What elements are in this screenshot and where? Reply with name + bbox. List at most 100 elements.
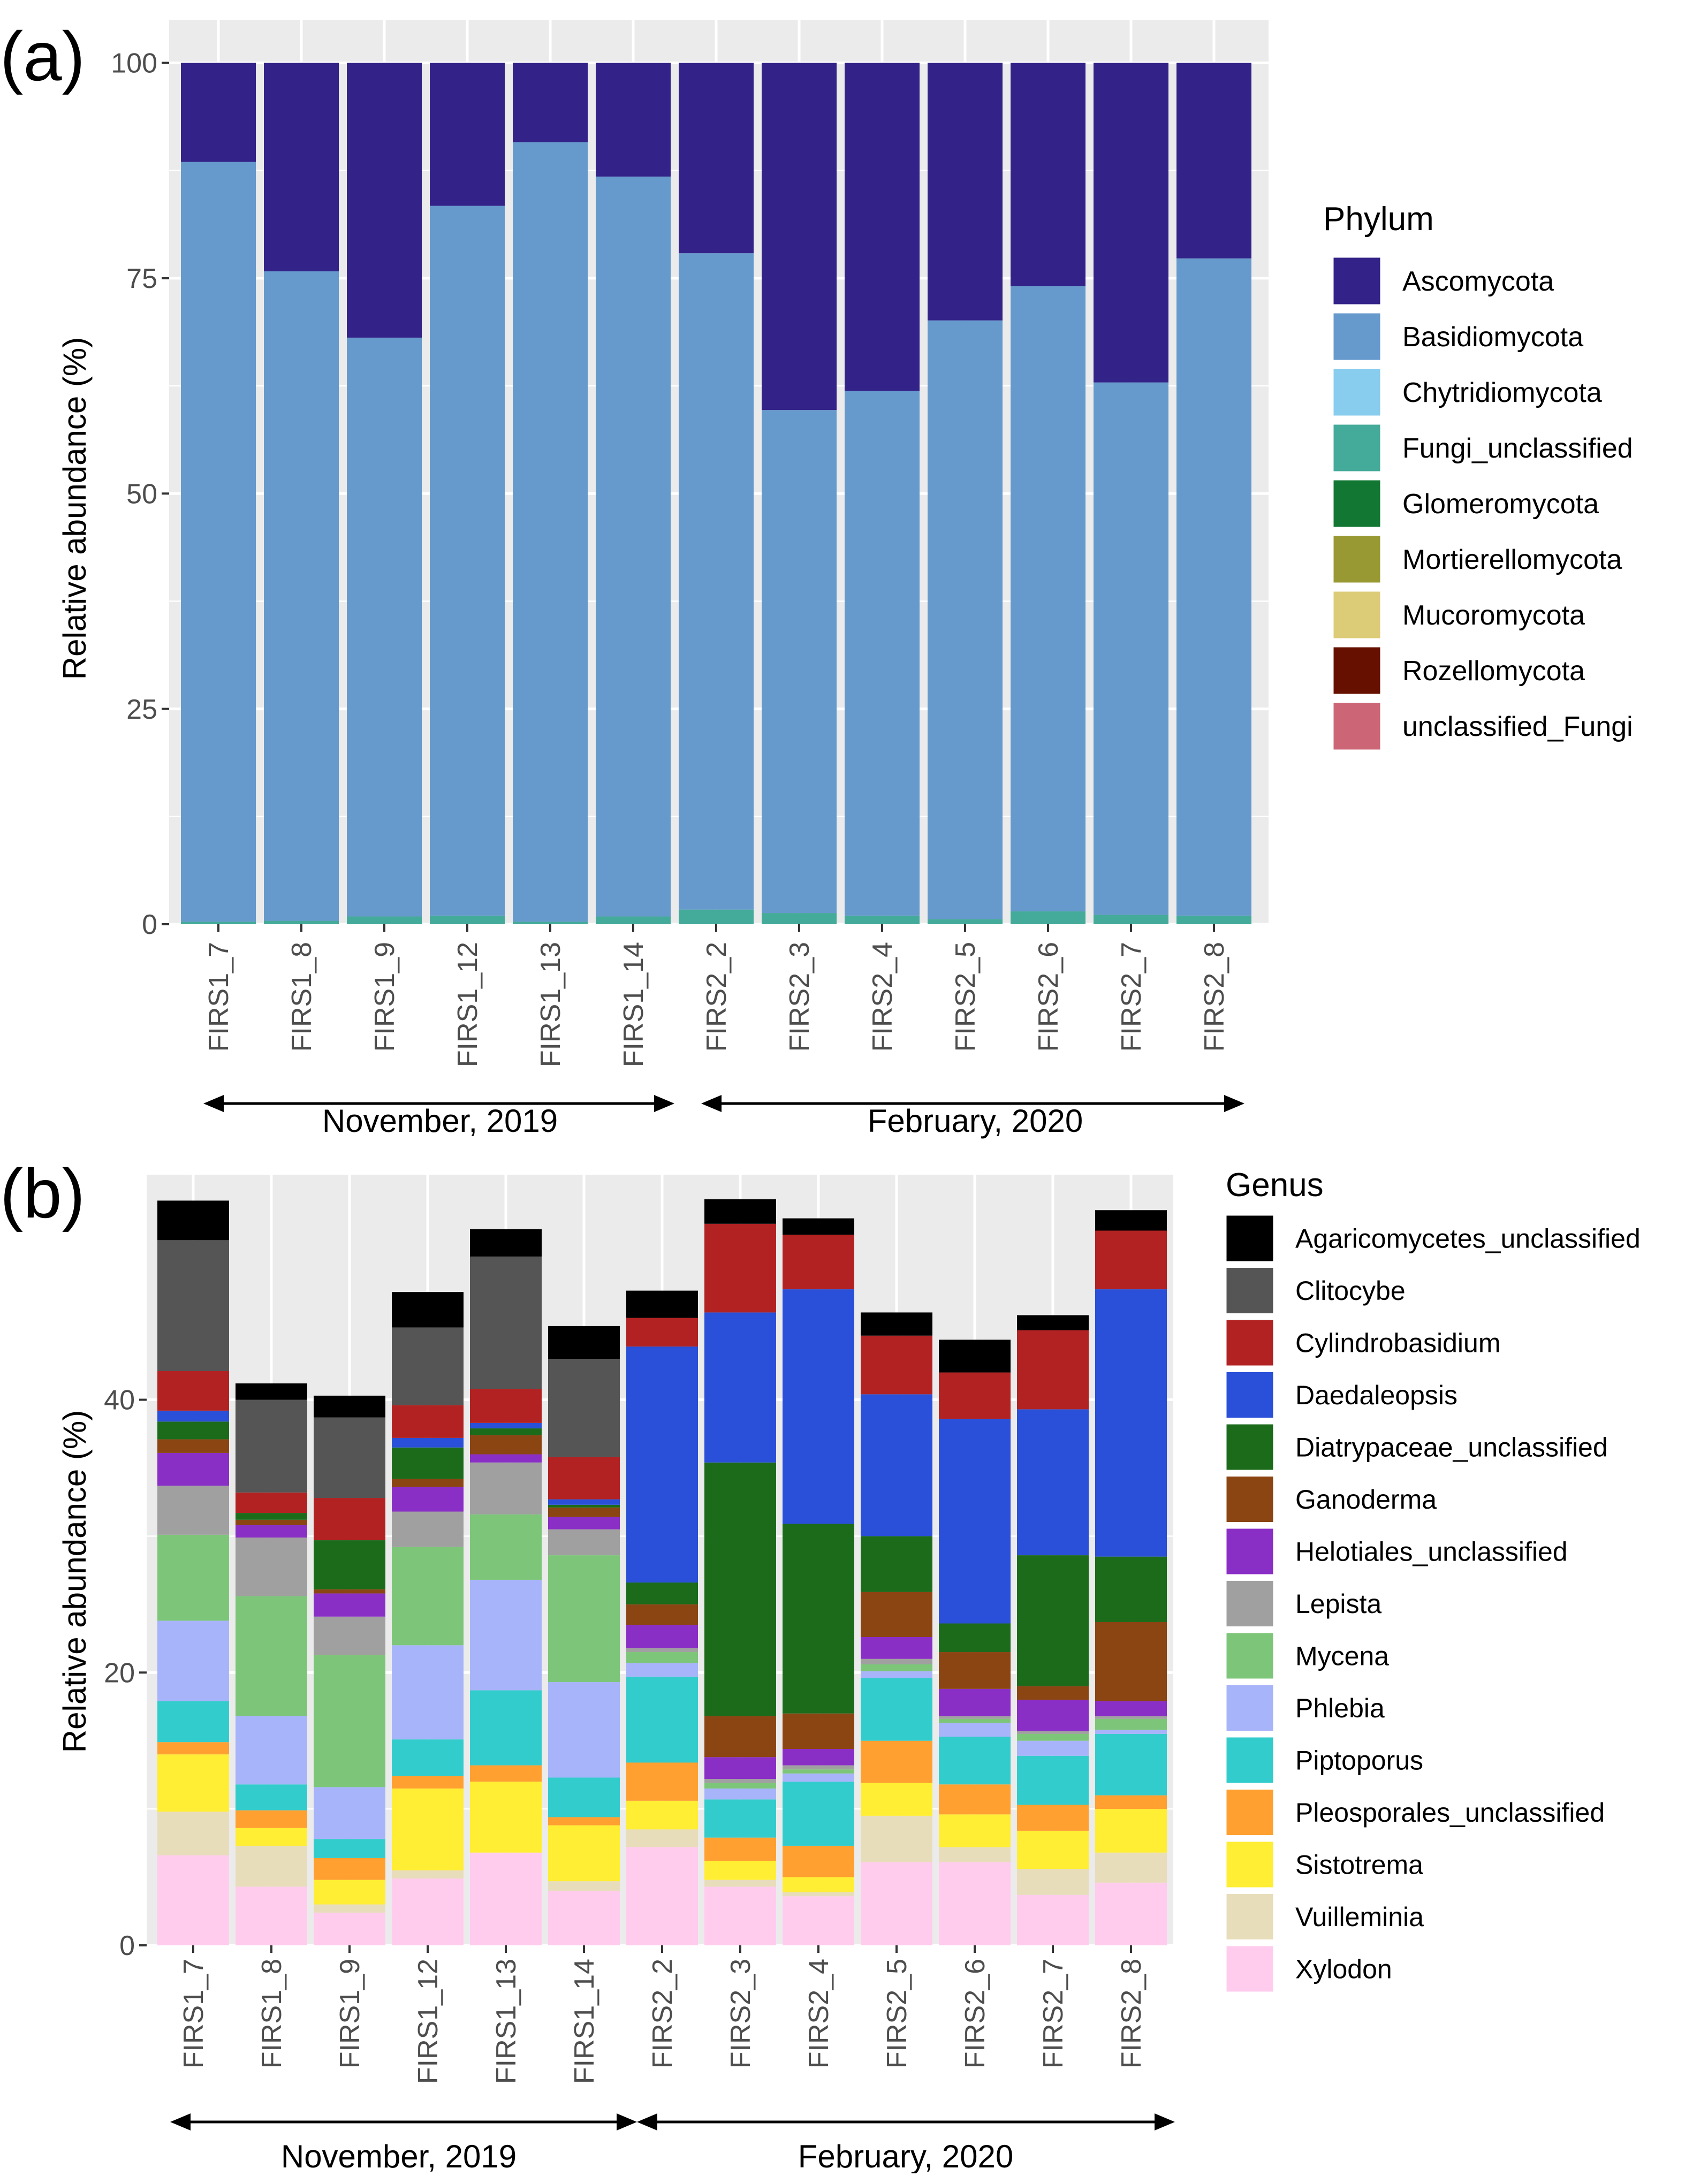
bar-segment-sistotrema bbox=[704, 1860, 776, 1880]
bar-segment-sistotrema bbox=[392, 1788, 464, 1870]
bar-segment-vuilleminia bbox=[626, 1829, 698, 1847]
bar-segment-pleosporales-unclassified bbox=[314, 1858, 385, 1880]
bar-segment-agaricomycetes-unclassified bbox=[314, 1395, 385, 1418]
bar-segment-agaricomycetes-unclassified bbox=[783, 1218, 854, 1235]
x-tick-label-firs1-7: FIRS1_7 bbox=[178, 1959, 209, 2068]
bar-segment-clitocybe bbox=[314, 1417, 385, 1498]
panel-a-legend: Phylum Ascomycota Basidiomycota Chytridiom… bbox=[1323, 201, 1633, 751]
bar-segment-agaricomycetes-unclassified bbox=[1017, 1315, 1089, 1330]
bar-segment-fungi-unclassified bbox=[762, 913, 837, 924]
bar-segment-ascomycota bbox=[928, 63, 1003, 321]
bar-segment-ganoderma bbox=[236, 1519, 307, 1526]
bar-segment-fungi-unclassified bbox=[181, 922, 256, 924]
bar-segment-fungi-unclassified bbox=[1094, 915, 1168, 924]
bar-segment-xylodon bbox=[861, 1862, 932, 1945]
legend-item-basidiomycota: Basidiomycota bbox=[1332, 311, 1583, 362]
bar-segment-lepista bbox=[1017, 1731, 1089, 1734]
bar-segment-agaricomycetes-unclassified bbox=[470, 1229, 542, 1257]
bar-segment-daedaleopsis bbox=[470, 1422, 542, 1429]
bar-segment-basidiomycota bbox=[928, 320, 1003, 919]
legend-swatch bbox=[1225, 1788, 1275, 1837]
period-arrow-nov-2019-b: November, 2019 bbox=[170, 2113, 637, 2174]
legend-label: Vuilleminia bbox=[1295, 1902, 1424, 1932]
bar-segment-pleosporales-unclassified bbox=[704, 1837, 776, 1861]
bar-segment-cylindrobasidium bbox=[1017, 1330, 1089, 1410]
bar-segment-fungi-unclassified bbox=[845, 915, 920, 924]
bar-segment-basidiomycota bbox=[762, 410, 837, 914]
legend-swatch bbox=[1225, 1684, 1275, 1732]
bar-segment-phlebia bbox=[1095, 1730, 1167, 1734]
bar-segment-diatrypaceae-unclassified bbox=[783, 1524, 854, 1714]
bar-segment-diatrypaceae-unclassified bbox=[470, 1428, 542, 1435]
x-tick-label-firs1-8: FIRS1_8 bbox=[256, 1959, 287, 2068]
legend-swatch bbox=[1225, 1944, 1275, 1994]
y-tick-label: 25 bbox=[126, 694, 157, 725]
bar-segment-xylodon bbox=[1017, 1895, 1089, 1945]
bar-segment-xylodon bbox=[157, 1855, 229, 1945]
arrow-right-head bbox=[617, 2113, 637, 2131]
bar-segment-phlebia bbox=[314, 1787, 385, 1839]
bar-segment-pleosporales-unclassified bbox=[939, 1784, 1011, 1815]
bar-stack-firs2-7 bbox=[1017, 1315, 1089, 1945]
bar-segment-clitocybe bbox=[470, 1256, 542, 1389]
x-tick-label-firs1-7: FIRS1_7 bbox=[203, 942, 234, 1052]
bar-segment-cylindrobasidium bbox=[861, 1335, 932, 1395]
legend-item-piptoporus: Piptoporus bbox=[1225, 1736, 1423, 1785]
bar-segment-vuilleminia bbox=[314, 1904, 385, 1913]
x-tick-label-firs1-14: FIRS1_14 bbox=[569, 1959, 600, 2084]
x-tick-label-firs1-8: FIRS1_8 bbox=[286, 942, 317, 1052]
bar-segment-mycena bbox=[939, 1718, 1011, 1723]
legend-swatch bbox=[1332, 478, 1382, 529]
bar-segment-mycena bbox=[783, 1769, 854, 1774]
period-arrow-feb-2020-a: February, 2020 bbox=[701, 1095, 1244, 1139]
bar-segment-xylodon bbox=[783, 1896, 854, 1945]
legend-item-rozellomycota: Rozellomycota bbox=[1332, 645, 1585, 696]
bar-segment-agaricomycetes-unclassified bbox=[157, 1200, 229, 1241]
bar-segment-diatrypaceae-unclassified bbox=[157, 1421, 229, 1440]
bar-stack-firs2-3 bbox=[704, 1199, 776, 1945]
legend-item-clitocybe: Clitocybe bbox=[1225, 1266, 1406, 1315]
bar-segment-cylindrobasidium bbox=[236, 1492, 307, 1513]
bar-segment-diatrypaceae-unclassified bbox=[1017, 1555, 1089, 1686]
bar-segment-basidiomycota bbox=[347, 337, 422, 917]
bar-segment-lepista bbox=[157, 1486, 229, 1535]
bar-segment-ganoderma bbox=[548, 1507, 620, 1517]
bar-segment-helotiales-unclassified bbox=[939, 1688, 1011, 1716]
legend-swatch bbox=[1332, 534, 1382, 584]
legend-swatch bbox=[1332, 590, 1382, 640]
legend-label: Mucoromycota bbox=[1402, 600, 1585, 631]
bar-segment-vuilleminia bbox=[548, 1881, 620, 1891]
bar-segment-piptoporus bbox=[939, 1737, 1011, 1785]
bar-segment-clitocybe bbox=[236, 1399, 307, 1493]
legend-label: Agaricomycetes_unclassified bbox=[1295, 1224, 1641, 1254]
legend-swatch bbox=[1332, 701, 1382, 751]
legend-label: Clitocybe bbox=[1295, 1276, 1406, 1306]
legend-swatch bbox=[1225, 1736, 1275, 1785]
bar-segment-diatrypaceae-unclassified bbox=[392, 1447, 464, 1479]
legend-label: Ascomycota bbox=[1402, 266, 1554, 297]
x-tick-label-firs1-9: FIRS1_9 bbox=[369, 942, 400, 1052]
bar-stack-firs1-13 bbox=[513, 63, 588, 924]
bar-segment-fungi-unclassified bbox=[1011, 911, 1085, 924]
bar-segment-cylindrobasidium bbox=[626, 1318, 698, 1347]
panel-a-y-axis-title: Relative abundance (%) bbox=[57, 337, 93, 680]
bar-segment-daedaleopsis bbox=[939, 1419, 1011, 1624]
bar-stack-firs1-7 bbox=[157, 1200, 229, 1945]
legend-label: Ganoderma bbox=[1295, 1485, 1437, 1515]
bar-stack-firs1-12 bbox=[392, 1292, 464, 1945]
period-label-november-2019: November, 2019 bbox=[322, 1103, 558, 1139]
bar-segment-vuilleminia bbox=[939, 1847, 1011, 1862]
bar-segment-sistotrema bbox=[626, 1800, 698, 1830]
bar-segment-xylodon bbox=[704, 1886, 776, 1945]
bar-segment-xylodon bbox=[236, 1886, 307, 1945]
legend-label: Xylodon bbox=[1295, 1954, 1392, 1984]
bar-segment-daedaleopsis bbox=[1017, 1409, 1089, 1556]
bar-segment-pleosporales-unclassified bbox=[783, 1845, 854, 1877]
x-tick-label-firs1-13: FIRS1_13 bbox=[491, 1959, 522, 2084]
bar-segment-mycena bbox=[470, 1514, 542, 1580]
bar-segment-basidiomycota bbox=[513, 142, 588, 922]
x-tick-label-firs2-8: FIRS2_8 bbox=[1116, 1959, 1147, 2068]
period-label-february-2020: February, 2020 bbox=[868, 1103, 1083, 1139]
